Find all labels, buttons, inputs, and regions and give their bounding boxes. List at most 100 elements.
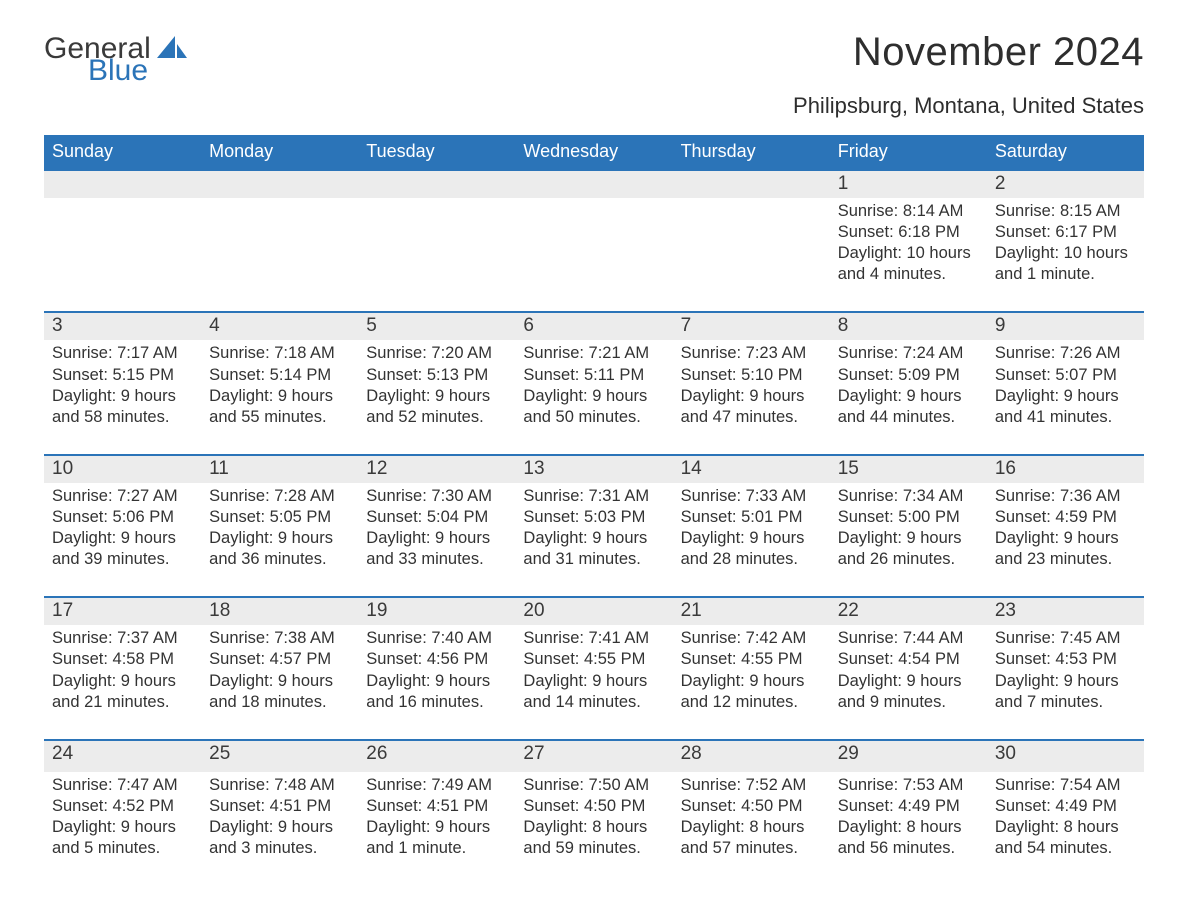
day-number: 29	[830, 741, 987, 772]
sunset-text: Sunset: 4:52 PM	[52, 796, 193, 817]
sunrise-text: Sunrise: 7:48 AM	[209, 775, 350, 796]
day-number: 30	[987, 741, 1144, 772]
day-number: 19	[358, 598, 515, 625]
sunrise-text: Sunrise: 8:14 AM	[838, 201, 979, 222]
sunset-text: Sunset: 5:10 PM	[681, 365, 822, 386]
day-cell: Sunrise: 7:41 AMSunset: 4:55 PMDaylight:…	[515, 625, 672, 712]
day-cell: Sunrise: 7:34 AMSunset: 5:00 PMDaylight:…	[830, 483, 987, 570]
day-number: 3	[44, 313, 201, 340]
day-number: 24	[44, 741, 201, 772]
day-number: 21	[673, 598, 830, 625]
day-number: 1	[830, 171, 987, 198]
logo-word-2: Blue	[88, 56, 187, 86]
daylight-text: Daylight: 9 hours and 33 minutes.	[366, 528, 507, 570]
sunrise-text: Sunrise: 7:27 AM	[52, 486, 193, 507]
week-body: Sunrise: 7:37 AMSunset: 4:58 PMDaylight:…	[44, 625, 1144, 738]
weekday-header-row: SundayMondayTuesdayWednesdayThursdayFrid…	[44, 135, 1144, 169]
daylight-text: Daylight: 9 hours and 31 minutes.	[523, 528, 664, 570]
logo: General Blue	[44, 30, 187, 86]
day-number: 5	[358, 313, 515, 340]
day-cell: Sunrise: 7:45 AMSunset: 4:53 PMDaylight:…	[987, 625, 1144, 712]
week-row: 3456789Sunrise: 7:17 AMSunset: 5:15 PMDa…	[44, 311, 1144, 453]
sunset-text: Sunset: 4:49 PM	[995, 796, 1136, 817]
weekday-header: Friday	[830, 135, 987, 169]
daylight-text: Daylight: 8 hours and 57 minutes.	[681, 817, 822, 859]
sunset-text: Sunset: 5:15 PM	[52, 365, 193, 386]
day-cell: Sunrise: 7:49 AMSunset: 4:51 PMDaylight:…	[358, 772, 515, 863]
day-number: 17	[44, 598, 201, 625]
day-cell	[515, 198, 672, 285]
week-body: Sunrise: 7:27 AMSunset: 5:06 PMDaylight:…	[44, 483, 1144, 596]
day-number: 28	[673, 741, 830, 772]
day-number: 14	[673, 456, 830, 483]
sunrise-text: Sunrise: 7:28 AM	[209, 486, 350, 507]
week-body: Sunrise: 8:14 AMSunset: 6:18 PMDaylight:…	[44, 198, 1144, 311]
day-number: 25	[201, 741, 358, 772]
day-number: 20	[515, 598, 672, 625]
day-cell: Sunrise: 7:30 AMSunset: 5:04 PMDaylight:…	[358, 483, 515, 570]
week-row: 24252627282930Sunrise: 7:47 AMSunset: 4:…	[44, 739, 1144, 867]
day-number: 15	[830, 456, 987, 483]
day-number: 18	[201, 598, 358, 625]
sunset-text: Sunset: 5:06 PM	[52, 507, 193, 528]
sunrise-text: Sunrise: 7:44 AM	[838, 628, 979, 649]
week-body: Sunrise: 7:47 AMSunset: 4:52 PMDaylight:…	[44, 772, 1144, 867]
sunset-text: Sunset: 4:51 PM	[366, 796, 507, 817]
weekday-header: Tuesday	[358, 135, 515, 169]
sunrise-text: Sunrise: 7:49 AM	[366, 775, 507, 796]
day-number: 11	[201, 456, 358, 483]
sunrise-text: Sunrise: 7:21 AM	[523, 343, 664, 364]
weekday-header: Wednesday	[515, 135, 672, 169]
daylight-text: Daylight: 9 hours and 47 minutes.	[681, 386, 822, 428]
day-number: 26	[358, 741, 515, 772]
day-cell: Sunrise: 7:40 AMSunset: 4:56 PMDaylight:…	[358, 625, 515, 712]
day-cell: Sunrise: 7:36 AMSunset: 4:59 PMDaylight:…	[987, 483, 1144, 570]
daylight-text: Daylight: 9 hours and 36 minutes.	[209, 528, 350, 570]
daylight-text: Daylight: 9 hours and 18 minutes.	[209, 671, 350, 713]
daylight-text: Daylight: 9 hours and 7 minutes.	[995, 671, 1136, 713]
sunrise-text: Sunrise: 7:26 AM	[995, 343, 1136, 364]
day-cell: Sunrise: 7:28 AMSunset: 5:05 PMDaylight:…	[201, 483, 358, 570]
sunrise-text: Sunrise: 7:38 AM	[209, 628, 350, 649]
day-cell: Sunrise: 7:37 AMSunset: 4:58 PMDaylight:…	[44, 625, 201, 712]
sunset-text: Sunset: 4:55 PM	[681, 649, 822, 670]
daylight-text: Daylight: 9 hours and 16 minutes.	[366, 671, 507, 713]
day-number	[673, 171, 830, 198]
daylight-text: Daylight: 9 hours and 3 minutes.	[209, 817, 350, 859]
day-cell	[44, 198, 201, 285]
daynum-band: 17181920212223	[44, 598, 1144, 625]
month-title: November 2024	[793, 30, 1144, 75]
day-cell	[358, 198, 515, 285]
sunset-text: Sunset: 4:57 PM	[209, 649, 350, 670]
sunset-text: Sunset: 5:05 PM	[209, 507, 350, 528]
daylight-text: Daylight: 9 hours and 39 minutes.	[52, 528, 193, 570]
day-cell: Sunrise: 7:26 AMSunset: 5:07 PMDaylight:…	[987, 340, 1144, 427]
day-cell: Sunrise: 7:21 AMSunset: 5:11 PMDaylight:…	[515, 340, 672, 427]
sunset-text: Sunset: 4:59 PM	[995, 507, 1136, 528]
sunset-text: Sunset: 4:51 PM	[209, 796, 350, 817]
daylight-text: Daylight: 10 hours and 4 minutes.	[838, 243, 979, 285]
day-cell: Sunrise: 7:20 AMSunset: 5:13 PMDaylight:…	[358, 340, 515, 427]
daylight-text: Daylight: 9 hours and 1 minute.	[366, 817, 507, 859]
sunrise-text: Sunrise: 7:31 AM	[523, 486, 664, 507]
day-cell: Sunrise: 7:52 AMSunset: 4:50 PMDaylight:…	[673, 772, 830, 863]
day-number: 27	[515, 741, 672, 772]
daylight-text: Daylight: 9 hours and 14 minutes.	[523, 671, 664, 713]
sunset-text: Sunset: 5:01 PM	[681, 507, 822, 528]
day-cell: Sunrise: 8:15 AMSunset: 6:17 PMDaylight:…	[987, 198, 1144, 285]
day-cell: Sunrise: 7:48 AMSunset: 4:51 PMDaylight:…	[201, 772, 358, 863]
sunset-text: Sunset: 4:56 PM	[366, 649, 507, 670]
sunset-text: Sunset: 6:18 PM	[838, 222, 979, 243]
daylight-text: Daylight: 9 hours and 58 minutes.	[52, 386, 193, 428]
day-cell: Sunrise: 7:23 AMSunset: 5:10 PMDaylight:…	[673, 340, 830, 427]
sunrise-text: Sunrise: 7:41 AM	[523, 628, 664, 649]
sunrise-text: Sunrise: 7:33 AM	[681, 486, 822, 507]
daylight-text: Daylight: 10 hours and 1 minute.	[995, 243, 1136, 285]
day-cell: Sunrise: 7:24 AMSunset: 5:09 PMDaylight:…	[830, 340, 987, 427]
day-cell: Sunrise: 7:50 AMSunset: 4:50 PMDaylight:…	[515, 772, 672, 863]
sunset-text: Sunset: 6:17 PM	[995, 222, 1136, 243]
sunset-text: Sunset: 4:58 PM	[52, 649, 193, 670]
week-row: 10111213141516Sunrise: 7:27 AMSunset: 5:…	[44, 454, 1144, 596]
week-row: 12Sunrise: 8:14 AMSunset: 6:18 PMDayligh…	[44, 169, 1144, 311]
weekday-header: Sunday	[44, 135, 201, 169]
